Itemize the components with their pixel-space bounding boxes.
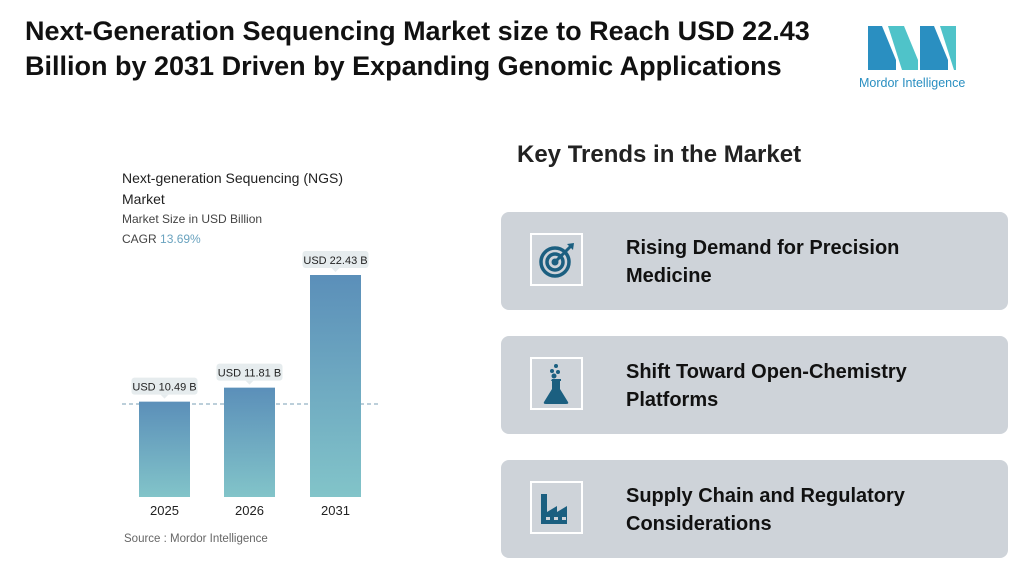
target-icon: [530, 233, 583, 286]
trend-card-supply-chain: Supply Chain and Regulatory Consideratio…: [501, 460, 1008, 558]
trends-heading: Key Trends in the Market: [517, 141, 802, 168]
data-label: USD 22.43 B: [303, 255, 367, 267]
chart-title: Next-generation Sequencing (NGS) Market: [122, 170, 344, 207]
data-label-bg: [216, 363, 283, 381]
trend-label: Supply Chain and Regulatory Consideratio…: [626, 485, 905, 535]
data-label-pointer: [245, 380, 254, 385]
bar-2031: [310, 275, 361, 497]
page-title: Next-Generation Sequencing Market size t…: [25, 16, 810, 81]
x-tick-label: 2025: [150, 503, 179, 518]
data-label: USD 11.81 B: [218, 368, 281, 380]
logo-text: Mordor Intelligence: [859, 76, 966, 90]
factory-icon: [530, 481, 583, 534]
bar-2026: [224, 387, 275, 497]
data-label-pointer: [331, 268, 340, 272]
data-label-pointer: [160, 394, 169, 399]
data-label: USD 10.49 B: [132, 382, 196, 394]
flask-icon: [530, 357, 583, 410]
data-label-bg: [302, 251, 369, 268]
trend-card-open-chemistry: Shift Toward Open-Chemistry Platforms: [501, 336, 1008, 434]
x-tick-label: 2031: [321, 503, 350, 518]
cagr-label: CAGR: [122, 232, 157, 246]
data-label-bg: [131, 377, 198, 395]
chart-subtitle: Market Size in USD Billion: [122, 212, 263, 226]
trend-label: Shift Toward Open-Chemistry Platforms: [626, 361, 907, 411]
cagr-value: 13.69%: [160, 232, 201, 246]
cagr: CAGR 13.69%: [122, 232, 201, 246]
trend-label: Rising Demand for Precision Medicine: [626, 237, 900, 287]
x-tick-label: 2026: [235, 503, 264, 518]
mordor-logo-icon: [868, 26, 956, 70]
bar-2025: [139, 401, 190, 497]
trend-card-precision-medicine: Rising Demand for Precision Medicine: [501, 212, 1008, 310]
bar-chart: USD 10.49 B 2025 USD 11.81 B 2026 USD 22.43 …: [122, 251, 380, 518]
chart-source: Source : Mordor Intelligence: [124, 533, 268, 545]
